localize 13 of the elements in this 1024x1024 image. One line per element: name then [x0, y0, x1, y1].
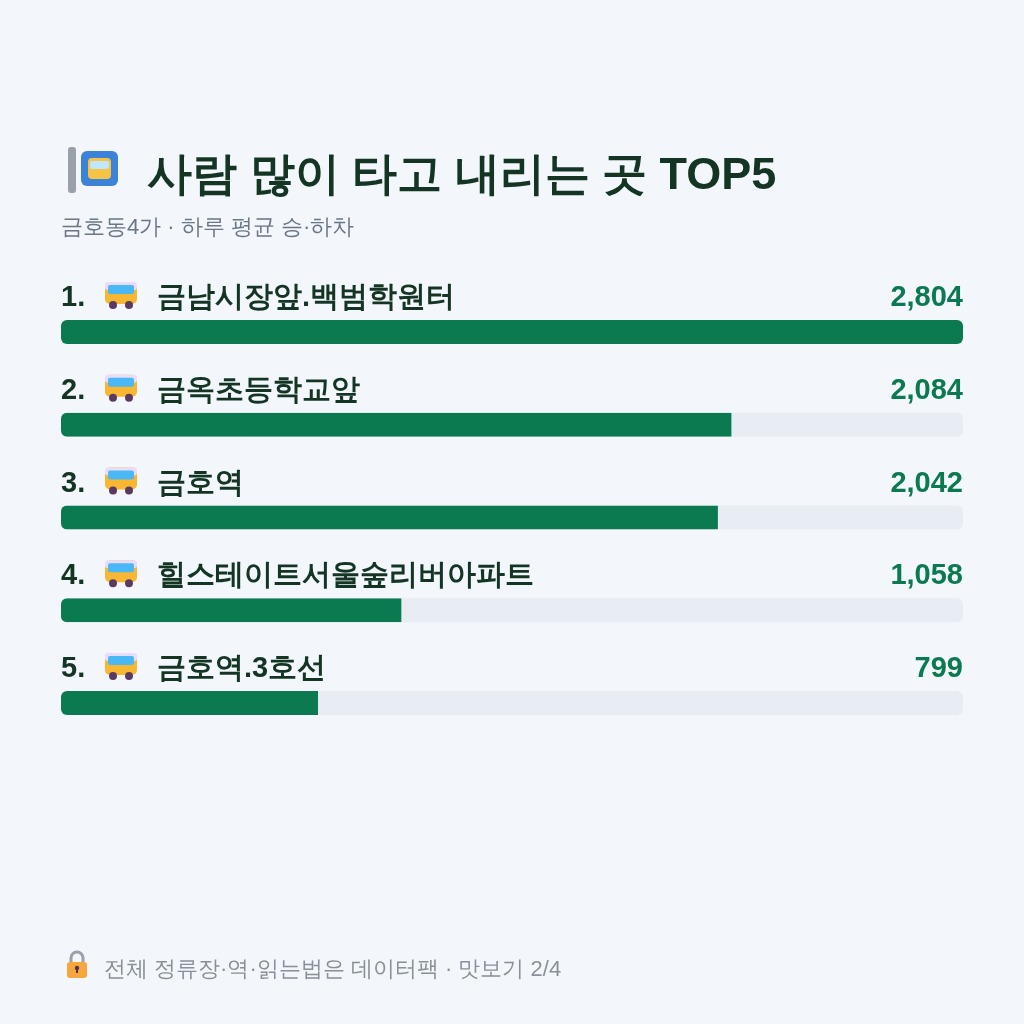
text: 전체 정류장·역·읽는법은 데이터팩 · 맛보기 2/4: [104, 956, 562, 981]
category-label: 4. 힐스테이트서울숲리버아파트: [61, 558, 534, 591]
category-label: 3. 금호역: [61, 465, 244, 498]
category-label: 1. 금남시장앞.백범학원터: [61, 280, 456, 312]
chart-subtitle: 금호동4가 · 하루 평균 승·하차: [61, 214, 355, 239]
category-label: 2. 금옥초등학교앞: [61, 372, 360, 405]
data-label: 2,042: [890, 465, 963, 498]
chart-title: 사람 많이 타고 내리는 곳 TOP5: [147, 148, 777, 199]
data-label: 1,058: [890, 558, 963, 591]
data-label: 2,084: [890, 372, 963, 405]
data-label: 799: [914, 651, 963, 683]
data-label: 2,804: [890, 280, 963, 312]
category-label: 5. 금호역.3호선: [61, 651, 327, 683]
